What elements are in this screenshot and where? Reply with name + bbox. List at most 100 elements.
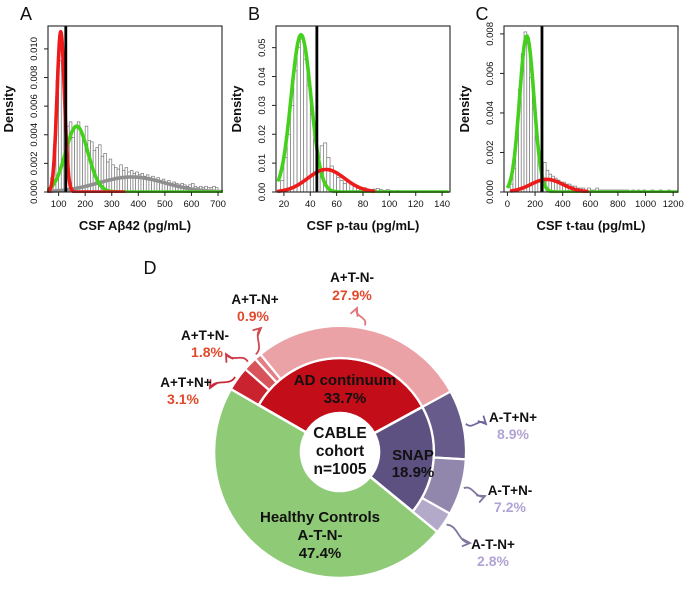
x-tick-label: 80 — [358, 199, 369, 210]
segment-label: 18.9% — [392, 464, 435, 481]
panel-C: C 0 200 400 600 800 1000 1200 0.000 0.002 0.004 0.0… — [456, 0, 684, 240]
x-axis-label: CSF t-tau (pg/mL) — [536, 218, 645, 233]
callout-percentage: 8.9% — [497, 426, 529, 442]
histogram-bar — [303, 58, 308, 193]
annotation-arrowhead — [476, 494, 487, 503]
panel-B: B 20 40 60 80 100 120 140 0.00 0.01 0.02 0.03 0.04 0.… — [228, 0, 456, 240]
segment-label: 33.7% — [324, 390, 367, 407]
x-tick-label: 200 — [527, 199, 543, 210]
y-tick-label: 0.004 — [485, 101, 496, 125]
x-axis-label: CSF p-tau (pg/mL) — [307, 218, 420, 233]
y-tick-label: 0.02 — [257, 125, 268, 144]
x-tick-label: 120 — [408, 199, 424, 210]
callout-label: A-T-N+ — [471, 537, 515, 552]
plot-box — [47, 25, 223, 193]
y-tick-label: 0.006 — [485, 62, 496, 86]
histogram-bar — [300, 38, 305, 193]
histogram-A: A 100 200 300 400 500 600 700 0.000 0.002 0.004 0.0… — [1, 4, 226, 233]
x-tick-label: 20 — [279, 199, 290, 210]
histogram-bar — [103, 153, 107, 193]
histogram-bar — [76, 121, 81, 193]
x-tick-label: 500 — [157, 199, 173, 210]
histogram-C: C 0 200 400 600 800 1000 1200 0.000 0.002 0.004 0.0… — [457, 4, 684, 233]
segment-label: A-T-N- — [298, 527, 343, 544]
y-tick-label: 0.004 — [29, 123, 40, 147]
x-tick-label: 700 — [210, 199, 226, 210]
callout-percentage: 2.8% — [477, 553, 509, 569]
x-tick-label: 300 — [104, 199, 120, 210]
y-tick-label: 0.000 — [29, 180, 40, 204]
panel-letter: A — [20, 4, 32, 24]
annotation-arrowhead — [252, 326, 263, 337]
x-tick-label: 400 — [130, 199, 146, 210]
annotation-arrow — [225, 353, 249, 363]
y-tick-label: 0.006 — [29, 94, 40, 118]
histogram-bar — [130, 170, 134, 193]
y-axis-label: Density — [1, 85, 16, 133]
x-tick-label: 100 — [381, 199, 397, 210]
panel-letter: B — [248, 4, 260, 24]
x-tick-label: 0 — [505, 199, 510, 210]
histogram-bar — [526, 37, 530, 193]
center-label: cohort — [316, 443, 364, 460]
callout-percentage: 0.9% — [237, 308, 269, 324]
callout-percentage: 7.2% — [494, 499, 526, 515]
callout-label: A-T+N+ — [489, 410, 537, 425]
x-tick-label: 40 — [305, 199, 316, 210]
histogram-bar — [332, 171, 337, 193]
outer-segment-a-t-n- — [411, 496, 451, 534]
y-tick-label: 0.00 — [257, 183, 268, 202]
histogram-bar — [79, 131, 83, 193]
callout-percentage: 3.1% — [167, 391, 199, 407]
histogram-bar — [127, 171, 131, 193]
segment-label: SNAP — [392, 447, 434, 464]
y-tick-label: 0.03 — [257, 96, 268, 115]
center-label: n=1005 — [313, 461, 366, 478]
y-tick-label: 0.008 — [29, 66, 40, 90]
x-tick-label: 100 — [51, 199, 67, 210]
histogram-bar — [71, 137, 75, 193]
x-tick-label: 400 — [555, 199, 571, 210]
histogram-bar — [336, 177, 341, 193]
x-tick-label: 800 — [610, 199, 626, 210]
annotation-arrowhead — [225, 352, 234, 363]
density-curve-red-component — [509, 177, 589, 193]
histogram-bars — [280, 38, 443, 193]
histogram-bar — [122, 170, 126, 193]
panel-letter: D — [144, 258, 157, 278]
histogram-bar — [116, 168, 121, 193]
annotation-arrowhead — [461, 538, 473, 547]
annotation-arrowhead — [350, 306, 359, 317]
center-label: CABLE — [313, 425, 366, 442]
y-tick-label: 0.010 — [29, 37, 40, 61]
callout-label: A-T+N- — [488, 483, 533, 498]
x-tick-label: 600 — [184, 199, 200, 210]
y-tick-label: 0.002 — [485, 141, 496, 165]
panel-letter: C — [476, 4, 489, 24]
histogram-bar — [108, 158, 113, 193]
density-curve-red-component — [276, 167, 376, 193]
histogram-bar — [124, 167, 129, 193]
callout-label: A+T-N- — [330, 270, 374, 285]
callout-percentage: 27.9% — [332, 287, 372, 303]
histogram-bar — [74, 125, 78, 193]
callout-label: A+T+N- — [181, 328, 229, 343]
histogram-bar — [529, 77, 533, 193]
density-panels-row: A 100 200 300 400 500 600 700 0.000 0.002 0.004 0.0… — [0, 0, 685, 240]
x-axis-label: CSF Aβ42 (pg/mL) — [79, 218, 191, 233]
x-tick-label: 60 — [331, 199, 342, 210]
y-tick-label: 0.05 — [257, 38, 268, 57]
histogram-bar — [296, 47, 301, 193]
x-tick-label: 200 — [77, 199, 93, 210]
y-tick-label: 0.04 — [257, 67, 268, 86]
y-tick-label: 0.002 — [29, 151, 40, 175]
y-tick-label: 0.01 — [257, 154, 268, 173]
biomarker-sunburst-chart: D AD continuum 33.7% SNAP 18.9% Healthy Contr… — [0, 240, 685, 586]
segment-label: Healthy Controls — [260, 509, 380, 526]
y-tick-label: 0.000 — [485, 180, 496, 204]
histogram-bar — [293, 70, 298, 193]
x-tick-label: 140 — [434, 199, 450, 210]
callout-percentage: 1.8% — [191, 344, 223, 360]
